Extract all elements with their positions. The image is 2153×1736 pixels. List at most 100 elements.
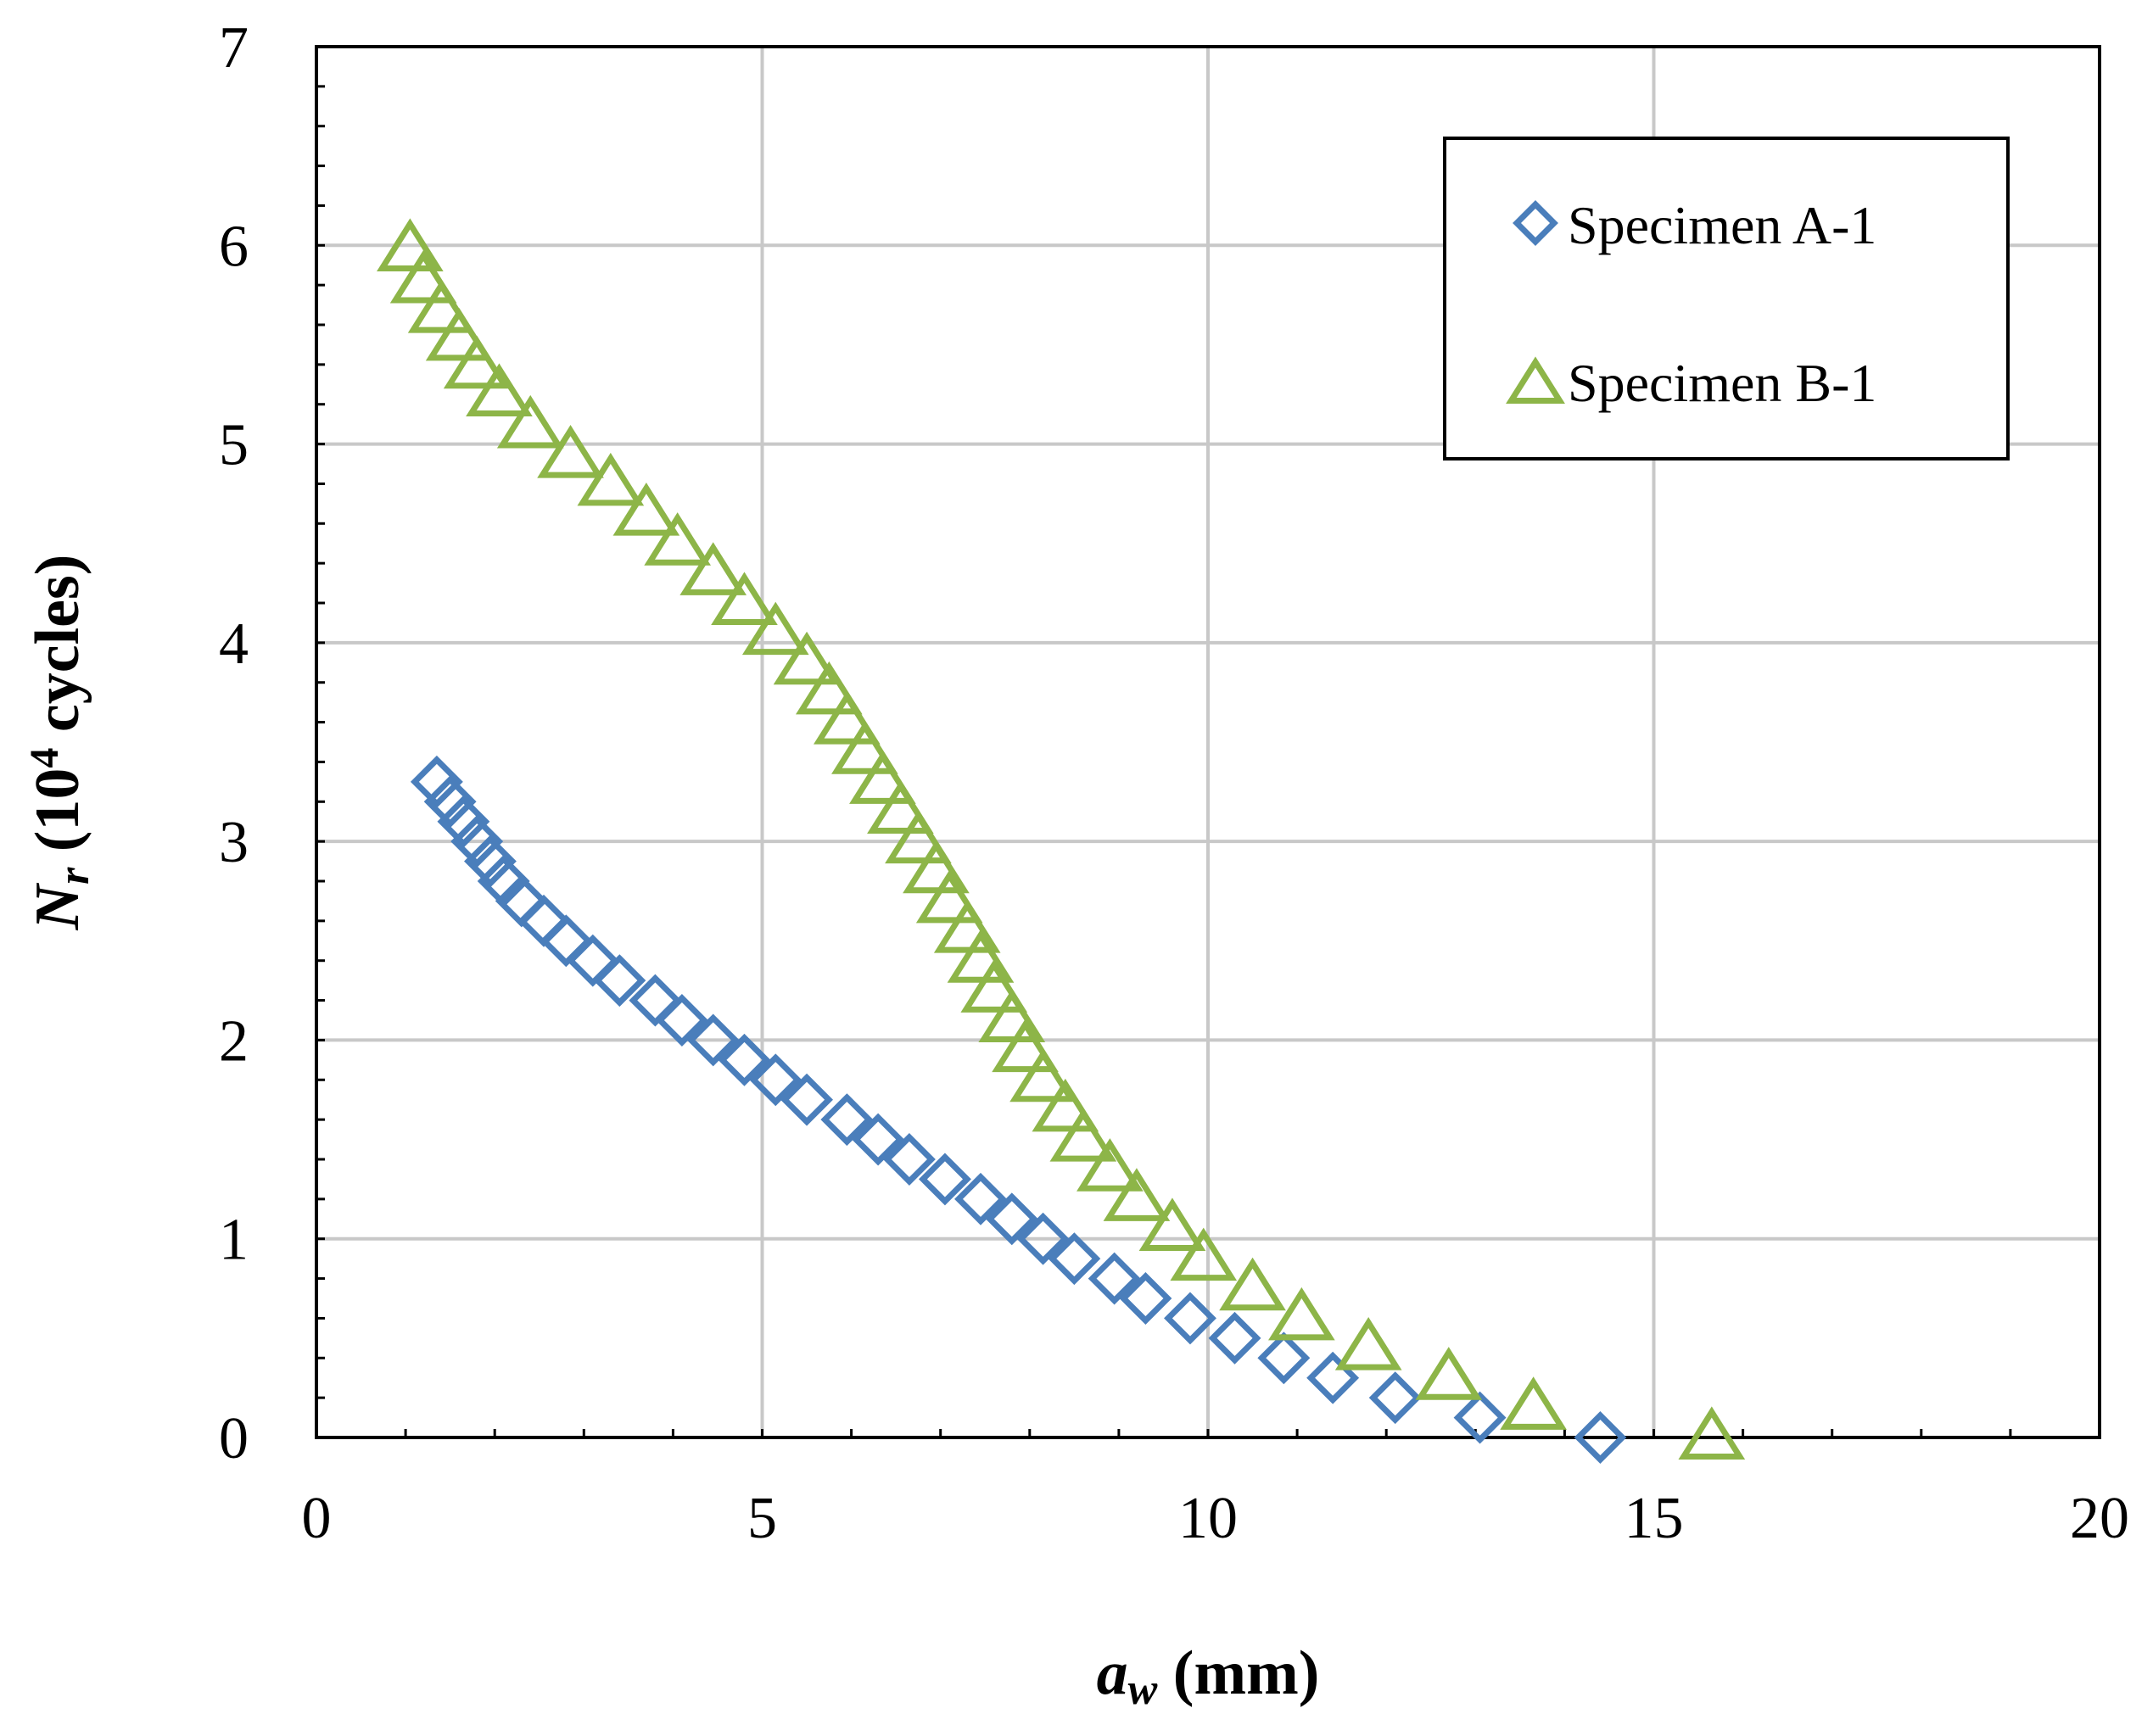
data-point (407, 280, 475, 333)
data-point (1009, 1048, 1076, 1102)
data-point (780, 1073, 833, 1126)
data-point (443, 335, 511, 389)
data-point (593, 954, 646, 1008)
series-triangle (377, 218, 1746, 1460)
data-point (655, 994, 708, 1047)
data-point (954, 1172, 1007, 1225)
data-point (1306, 1351, 1360, 1404)
data-point (450, 815, 504, 868)
y-axis-prefix: (10 (23, 768, 92, 868)
x-axis-symbol: a (1097, 1638, 1128, 1708)
data-point (1368, 1371, 1422, 1425)
y-tick-label: 6 (219, 214, 249, 279)
data-point (820, 1093, 874, 1147)
data-point (831, 721, 898, 774)
data-point (933, 899, 1001, 953)
plot-area-frame (315, 45, 2101, 1439)
data-point (919, 1153, 971, 1206)
data-point (1268, 1287, 1335, 1341)
x-tick-label: 10 (1178, 1486, 1238, 1551)
data-point (882, 1133, 936, 1186)
data-point (849, 751, 916, 804)
data-point (466, 363, 533, 416)
data-point (1119, 1272, 1172, 1325)
y-tick-label: 2 (219, 1008, 249, 1074)
data-point (425, 307, 493, 361)
y-axis-title: Nr (104 cycles) (22, 555, 98, 931)
data-point (679, 542, 747, 595)
data-series (377, 218, 1746, 1464)
data-point (1257, 1331, 1311, 1385)
data-point (1076, 1138, 1144, 1192)
y-axis-superscript: 4 (22, 748, 67, 768)
data-point (1048, 1232, 1101, 1286)
x-axis-subscript: w (1128, 1666, 1158, 1714)
data-point (985, 1192, 1038, 1246)
data-point (867, 780, 934, 834)
data-point (795, 661, 863, 715)
legend-label-specimen-a1: Specimen A-1 (1568, 195, 1876, 255)
data-point (377, 218, 444, 271)
data-point (711, 572, 778, 625)
x-tick-label: 20 (2070, 1486, 2129, 1551)
data-point (1016, 1212, 1070, 1265)
data-point (1500, 1376, 1567, 1430)
x-axis-title: aw (mm) (1097, 1638, 1320, 1714)
data-point (1049, 1108, 1117, 1162)
y-tick-label: 7 (219, 15, 249, 81)
x-tick-label: 5 (747, 1486, 777, 1551)
data-point (540, 914, 593, 968)
data-point (1032, 1078, 1099, 1132)
data-point (410, 755, 463, 808)
data-point (1088, 1252, 1141, 1305)
data-point (773, 631, 841, 685)
data-point (915, 869, 983, 924)
legend: Specimen A-1 Specimen B-1 (1443, 137, 2010, 461)
data-point (814, 690, 881, 745)
data-point (749, 1053, 802, 1107)
legend-box (1443, 137, 2010, 461)
y-tick-labels: 0 1 2 3 4 5 6 7 (219, 15, 249, 1471)
data-point (389, 249, 457, 304)
series-diamond (410, 755, 1627, 1464)
data-point (1103, 1168, 1171, 1221)
legend-marker-triangle-icon (1506, 356, 1565, 404)
y-tick-label: 0 (219, 1406, 249, 1471)
data-point (960, 959, 1028, 1013)
data-point (1170, 1227, 1238, 1281)
data-point (517, 894, 570, 947)
data-point (566, 934, 619, 987)
x-tick-label: 15 (1625, 1486, 1684, 1551)
data-point (978, 989, 1046, 1042)
data-point (1164, 1292, 1216, 1345)
data-point (1334, 1316, 1402, 1370)
data-point (992, 1019, 1059, 1073)
data-point (537, 425, 604, 478)
data-point (1574, 1411, 1627, 1464)
data-point (1678, 1406, 1746, 1460)
data-point (463, 835, 517, 888)
y-tick-label: 5 (219, 413, 249, 478)
x-axis-unit: (mm) (1157, 1638, 1319, 1708)
data-point (577, 452, 645, 506)
data-point (496, 394, 564, 449)
data-point (1208, 1311, 1261, 1365)
data-point (852, 1113, 905, 1166)
data-point (423, 775, 477, 829)
data-point (437, 795, 490, 848)
data-point (686, 1013, 740, 1067)
y-tick-label: 3 (219, 810, 249, 875)
x-tick-label: 0 (302, 1486, 332, 1551)
data-point (1219, 1257, 1286, 1311)
data-point (612, 482, 680, 536)
data-point (644, 512, 711, 566)
data-point (903, 840, 970, 894)
data-point (947, 929, 1015, 983)
data-point (718, 1033, 771, 1086)
y-tick-label: 1 (219, 1208, 249, 1273)
data-point (741, 601, 809, 656)
y-axis-suffix: cycles) (23, 555, 92, 748)
y-axis-subscript: r (50, 867, 98, 885)
legend-label-specimen-b1: Specimen B-1 (1568, 353, 1876, 413)
